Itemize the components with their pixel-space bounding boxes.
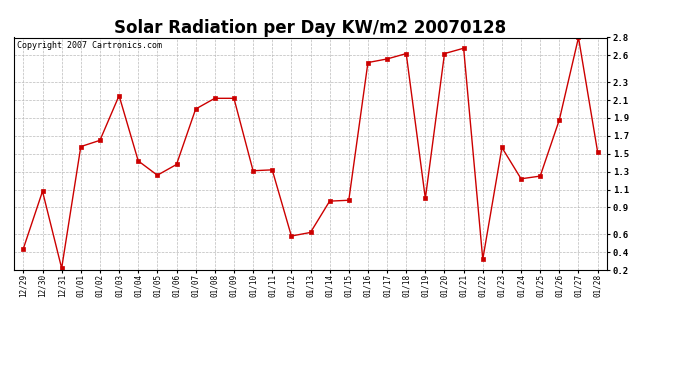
Title: Solar Radiation per Day KW/m2 20070128: Solar Radiation per Day KW/m2 20070128 [115,20,506,38]
Text: Copyright 2007 Cartronics.com: Copyright 2007 Cartronics.com [17,41,161,50]
